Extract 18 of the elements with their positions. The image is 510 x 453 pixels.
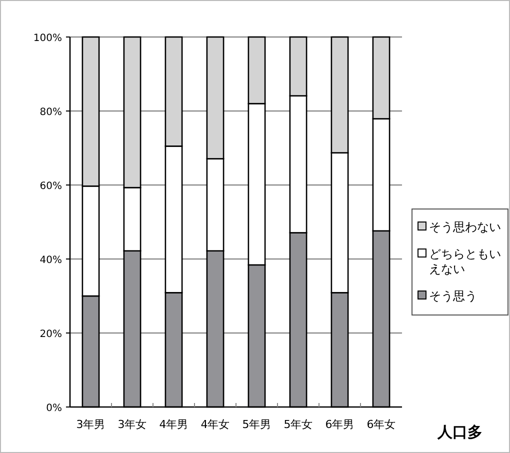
y-tick-label: 100% bbox=[33, 33, 62, 44]
y-tick-label: 60% bbox=[40, 181, 62, 192]
legend-label: そう思う bbox=[429, 289, 477, 303]
x-tick-label: 6年男 bbox=[325, 418, 354, 431]
x-tick-label: 3年女 bbox=[118, 418, 147, 431]
x-tick-label: 5年男 bbox=[242, 418, 272, 431]
y-tick-label: 20% bbox=[40, 329, 62, 340]
y-tick-label: 0% bbox=[46, 403, 62, 414]
y-tick-label: 80% bbox=[40, 107, 62, 118]
text: 人口多 bbox=[436, 423, 482, 441]
x-tick-label: 5年女 bbox=[284, 418, 313, 431]
y-tick-label: 40% bbox=[40, 255, 62, 266]
x-tick-label: 6年女 bbox=[366, 418, 396, 431]
legend-label: どちらともいえない bbox=[429, 247, 501, 276]
x-tick-label: 3年男 bbox=[76, 418, 106, 431]
x-tick-label: 4年男 bbox=[159, 418, 188, 431]
legend-label: そう思わない bbox=[429, 220, 501, 234]
x-tick-label: 4年女 bbox=[200, 418, 230, 431]
